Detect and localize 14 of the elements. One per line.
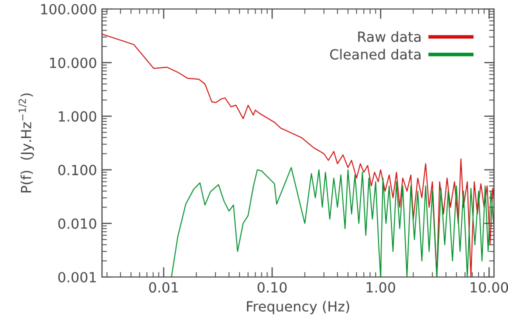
x-tick-label: 10.00	[470, 282, 508, 293]
x-tick-label: 1.00	[366, 282, 396, 293]
x-tick-label: 0.01	[149, 282, 178, 293]
y-axis-title: P(f) (Jy.Hz$^{−1/2}$)	[18, 93, 34, 192]
y-tick-label: 0.001	[58, 272, 96, 282]
y-tick-label: 0.100	[58, 164, 96, 176]
y-tick-label: 1.000	[58, 111, 96, 122]
x-axis-title: Frequency (Hz)	[246, 300, 350, 314]
y-tick-label: 0.010	[58, 218, 96, 229]
x-tick-label: 0.10	[258, 282, 287, 293]
legend-label: Raw data	[358, 31, 421, 42]
y-tick-label: 100.000	[41, 4, 96, 14]
legend-label: Cleaned data	[330, 48, 421, 60]
y-tick-label: 10.000	[50, 58, 96, 68]
